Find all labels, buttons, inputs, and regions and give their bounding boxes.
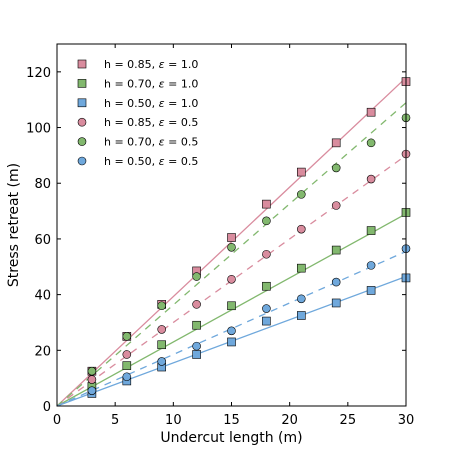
data-point: [157, 301, 166, 311]
legend-label-1: h = 0.85, ε = 1.0: [104, 58, 198, 71]
legend-label-6: h = 0.50, ε = 0.5: [104, 155, 198, 168]
legend-marker-5: [77, 137, 87, 146]
legend-label-4: h = 0.85, ε = 0.5: [104, 116, 198, 129]
y-tick-label: 0: [43, 400, 51, 415]
data-point: [296, 263, 306, 273]
data-point: [87, 375, 97, 384]
data-point: [296, 294, 306, 304]
y-tick-label: 40: [34, 289, 51, 304]
data-point: [262, 199, 271, 209]
data-point: [331, 138, 341, 148]
data-points: [87, 77, 411, 398]
data-point: [296, 190, 306, 199]
fit-line-1: [56, 77, 407, 407]
data-point: [331, 163, 341, 173]
data-point: [192, 272, 201, 281]
data-point: [192, 341, 201, 351]
legend-marker-3: [77, 98, 87, 108]
data-point: [227, 274, 236, 284]
data-point: [122, 361, 132, 370]
y-tick-label: 60: [34, 233, 51, 248]
x-tick-label: 30: [398, 413, 415, 428]
data-point: [192, 300, 201, 309]
x-tick-label: 10: [165, 413, 182, 428]
data-point: [227, 337, 236, 347]
y-tick-label: 80: [34, 177, 51, 192]
data-point: [122, 372, 132, 382]
y-tick-label: 20: [34, 344, 51, 359]
legend: h = 0.85, ε = 1.0 h = 0.70, ε = 1.0 h = 0.…: [77, 58, 198, 168]
legend-marker-6: [77, 156, 87, 166]
data-point: [366, 107, 376, 117]
data-point: [157, 357, 166, 366]
data-point: [366, 138, 376, 148]
axis-ticks: 0 5 10 15 20 25 30 0 20 40 60 80 100 120: [26, 44, 414, 428]
legend-label-2: h = 0.70, ε = 1.0: [104, 77, 198, 90]
data-point: [262, 216, 271, 226]
data-point: [366, 226, 376, 235]
y-tick-label: 120: [26, 66, 51, 81]
x-tick-label: 5: [111, 413, 119, 428]
data-point: [366, 261, 376, 270]
data-point: [331, 201, 341, 210]
x-tick-label: 25: [340, 413, 357, 428]
data-point: [262, 304, 271, 313]
data-point: [296, 224, 306, 234]
legend-label-3: h = 0.50, ε = 1.0: [104, 97, 198, 110]
fit-line-6: [56, 250, 407, 407]
data-point: [122, 350, 132, 359]
data-point: [366, 286, 376, 295]
legend-label-5: h = 0.70, ε = 0.5: [104, 136, 198, 149]
y-axis-label: Stress retreat (m): [6, 163, 22, 287]
data-point: [122, 332, 132, 341]
data-point: [262, 249, 271, 259]
data-point: [227, 242, 236, 252]
data-point: [227, 233, 236, 242]
y-tick-label: 100: [26, 122, 51, 137]
legend-marker-1: [77, 59, 87, 69]
data-point: [331, 298, 341, 308]
data-point: [157, 325, 166, 334]
data-point: [296, 311, 306, 320]
data-point: [87, 386, 97, 395]
data-point: [227, 301, 236, 311]
x-tick-label: 15: [223, 413, 240, 428]
data-point: [262, 316, 271, 326]
legend-marker-2: [77, 79, 87, 88]
data-point: [262, 281, 271, 291]
data-point: [227, 326, 236, 336]
data-point: [296, 167, 306, 177]
data-point: [192, 320, 201, 330]
data-point: [157, 340, 166, 350]
x-tick-label: 20: [281, 413, 298, 428]
data-point: [87, 366, 97, 376]
legend-marker-4: [77, 117, 87, 127]
data-point: [331, 277, 341, 287]
data-point: [192, 350, 201, 359]
x-axis-label: Undercut length (m): [160, 430, 302, 446]
data-point: [366, 174, 376, 184]
x-tick-label: 0: [53, 413, 61, 428]
data-point: [331, 245, 341, 255]
